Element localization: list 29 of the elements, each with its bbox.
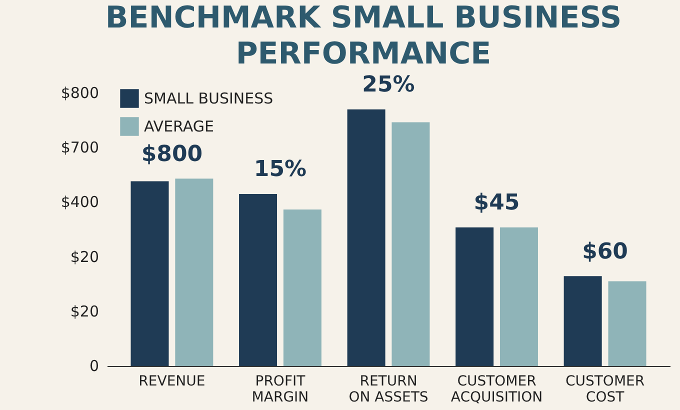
annotation: $800	[141, 142, 203, 167]
annotation: $60	[582, 239, 628, 264]
bar	[500, 227, 538, 366]
bar	[130, 181, 169, 366]
bar	[347, 109, 386, 366]
text: $400	[60, 193, 99, 212]
chart-title: BENCHMARK SMALL BUSINESS PERFORMANCE	[105, 0, 622, 72]
text: 25%	[362, 72, 415, 98]
text: 0	[89, 357, 99, 375]
bar	[456, 227, 494, 366]
bar	[283, 209, 322, 366]
text: $20	[70, 248, 99, 266]
annotation: $45	[474, 190, 520, 216]
annotation: 15%	[254, 157, 307, 182]
text: $20	[70, 302, 99, 320]
legend-label: SMALL BUSINESS	[144, 90, 274, 108]
x-tick-label: CUSTOMER COST	[565, 374, 645, 406]
bar	[175, 178, 214, 366]
bar	[608, 281, 646, 366]
bar	[392, 122, 430, 366]
text: $700	[60, 138, 99, 157]
x-tick-label: PROFIT MARGIN	[252, 374, 309, 406]
bar	[564, 276, 602, 366]
x-tick-label: REVENUE	[138, 374, 206, 390]
x-tick-label: CUSTOMER ACQUISITION	[450, 374, 543, 406]
text: $800	[60, 84, 99, 102]
x-tick-label: RETURN ON ASSETS	[348, 374, 428, 406]
legend-label: AVERAGE	[144, 118, 214, 136]
bar	[239, 194, 278, 366]
